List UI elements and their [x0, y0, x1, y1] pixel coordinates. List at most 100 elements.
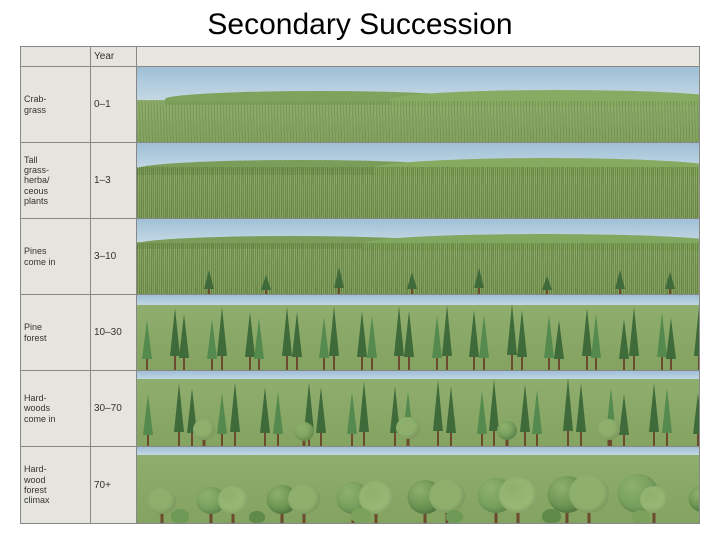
pine-tree [204, 268, 214, 294]
stage-years: 30–70 [91, 371, 137, 446]
stage-years: 0–1 [91, 67, 137, 142]
pine-tree [230, 379, 240, 446]
stage-years: 10–30 [91, 295, 137, 370]
hardwood-tree [396, 408, 420, 446]
stage-row: Hard-woodscome in 30–70 [21, 371, 699, 447]
stage-years: 1–3 [91, 143, 137, 218]
stage-row: Hard-woodforestclimax 70+ [21, 447, 699, 523]
pine-tree [446, 382, 456, 446]
stage-label: Crab-grass [21, 67, 91, 142]
pine-tree [517, 306, 527, 370]
stage-label: Pineforest [21, 295, 91, 370]
pine-tree [292, 309, 302, 370]
tree-layer [137, 219, 699, 294]
header-year-label: Year [91, 47, 137, 66]
pine-tree [174, 380, 184, 446]
shrub [249, 511, 265, 523]
stage-label: Hard-woodforestclimax [21, 447, 91, 523]
pine-tree [657, 310, 667, 370]
stage-row: Pinescome in 3–10 [21, 219, 699, 295]
pine-tree [469, 307, 479, 370]
pine-tree [142, 317, 152, 370]
pine-tree [619, 391, 629, 446]
stage-label: Tallgrass-herba/ceousplants [21, 143, 91, 218]
shrub [632, 510, 650, 523]
tree-layer [137, 295, 699, 370]
hardwood-tree [497, 414, 517, 446]
pine-tree [563, 375, 573, 446]
pine-tree [367, 314, 377, 370]
pine-tree [347, 389, 357, 446]
hardwood-tree [688, 463, 699, 523]
pine-tree [542, 274, 552, 294]
hardwood-tree [294, 416, 314, 446]
pine-tree [394, 302, 404, 370]
pine-tree [477, 387, 487, 446]
stage-label: Pinescome in [21, 219, 91, 294]
hardwood-tree [569, 465, 609, 523]
pine-tree [282, 304, 292, 370]
hardwood-tree [218, 473, 248, 523]
pine-tree [694, 304, 699, 370]
header-label-blank [21, 47, 91, 66]
stage-row: Crab-grass 0–1 [21, 67, 699, 143]
pine-tree [143, 391, 153, 446]
stage-scene [137, 447, 699, 523]
pine-tree [217, 305, 227, 370]
pine-tree [260, 384, 270, 446]
pine-tree [319, 315, 329, 370]
pine-tree [261, 273, 271, 294]
stage-scene [137, 67, 699, 142]
pine-tree [591, 311, 601, 370]
stage-row: Tallgrass-herba/ceousplants 1–3 [21, 143, 699, 219]
pine-tree [404, 308, 414, 370]
stage-years: 3–10 [91, 219, 137, 294]
pine-tree [693, 391, 699, 446]
tree-layer [137, 447, 699, 523]
succession-chart: Year Crab-grass 0–1 Tallgrass-herba/ceou… [20, 46, 700, 524]
tree-layer [137, 371, 699, 446]
shrub [542, 509, 561, 523]
page-title: Secondary Succession [0, 0, 720, 46]
shrub [446, 510, 463, 523]
stage-scene [137, 295, 699, 370]
pine-tree [665, 271, 675, 294]
pine-tree [507, 301, 517, 370]
pine-tree [179, 311, 189, 370]
pine-tree [649, 380, 659, 446]
stage-row: Pineforest 10–30 [21, 295, 699, 371]
hardwood-tree [288, 471, 320, 523]
pine-tree [254, 315, 264, 370]
shrub [171, 509, 189, 523]
pine-tree [442, 302, 452, 370]
pine-tree [357, 308, 367, 370]
pine-tree [474, 267, 484, 294]
stage-scene [137, 371, 699, 446]
pine-tree [217, 391, 227, 446]
pine-tree [359, 378, 369, 446]
hardwood-tree [499, 467, 537, 523]
pine-tree [479, 312, 489, 370]
pine-tree [544, 311, 554, 370]
grass-texture [137, 101, 699, 142]
stage-scene [137, 219, 699, 294]
header-spacer [137, 47, 699, 66]
pine-tree [432, 313, 442, 370]
hardwood-tree [193, 411, 215, 446]
pine-tree [619, 316, 629, 370]
pine-tree [582, 305, 592, 370]
pine-tree [170, 305, 180, 370]
stage-label: Hard-woodscome in [21, 371, 91, 446]
pine-tree [554, 317, 564, 370]
pine-tree [316, 384, 326, 446]
stage-years: 70+ [91, 447, 137, 523]
pine-tree [245, 310, 255, 370]
shrub [351, 508, 371, 523]
pine-tree [273, 390, 283, 446]
pine-tree [433, 377, 443, 446]
chart-header: Year [21, 47, 699, 67]
pine-tree [334, 265, 344, 294]
pine-tree [576, 381, 586, 446]
pine-tree [629, 305, 639, 370]
pine-tree [407, 271, 417, 294]
